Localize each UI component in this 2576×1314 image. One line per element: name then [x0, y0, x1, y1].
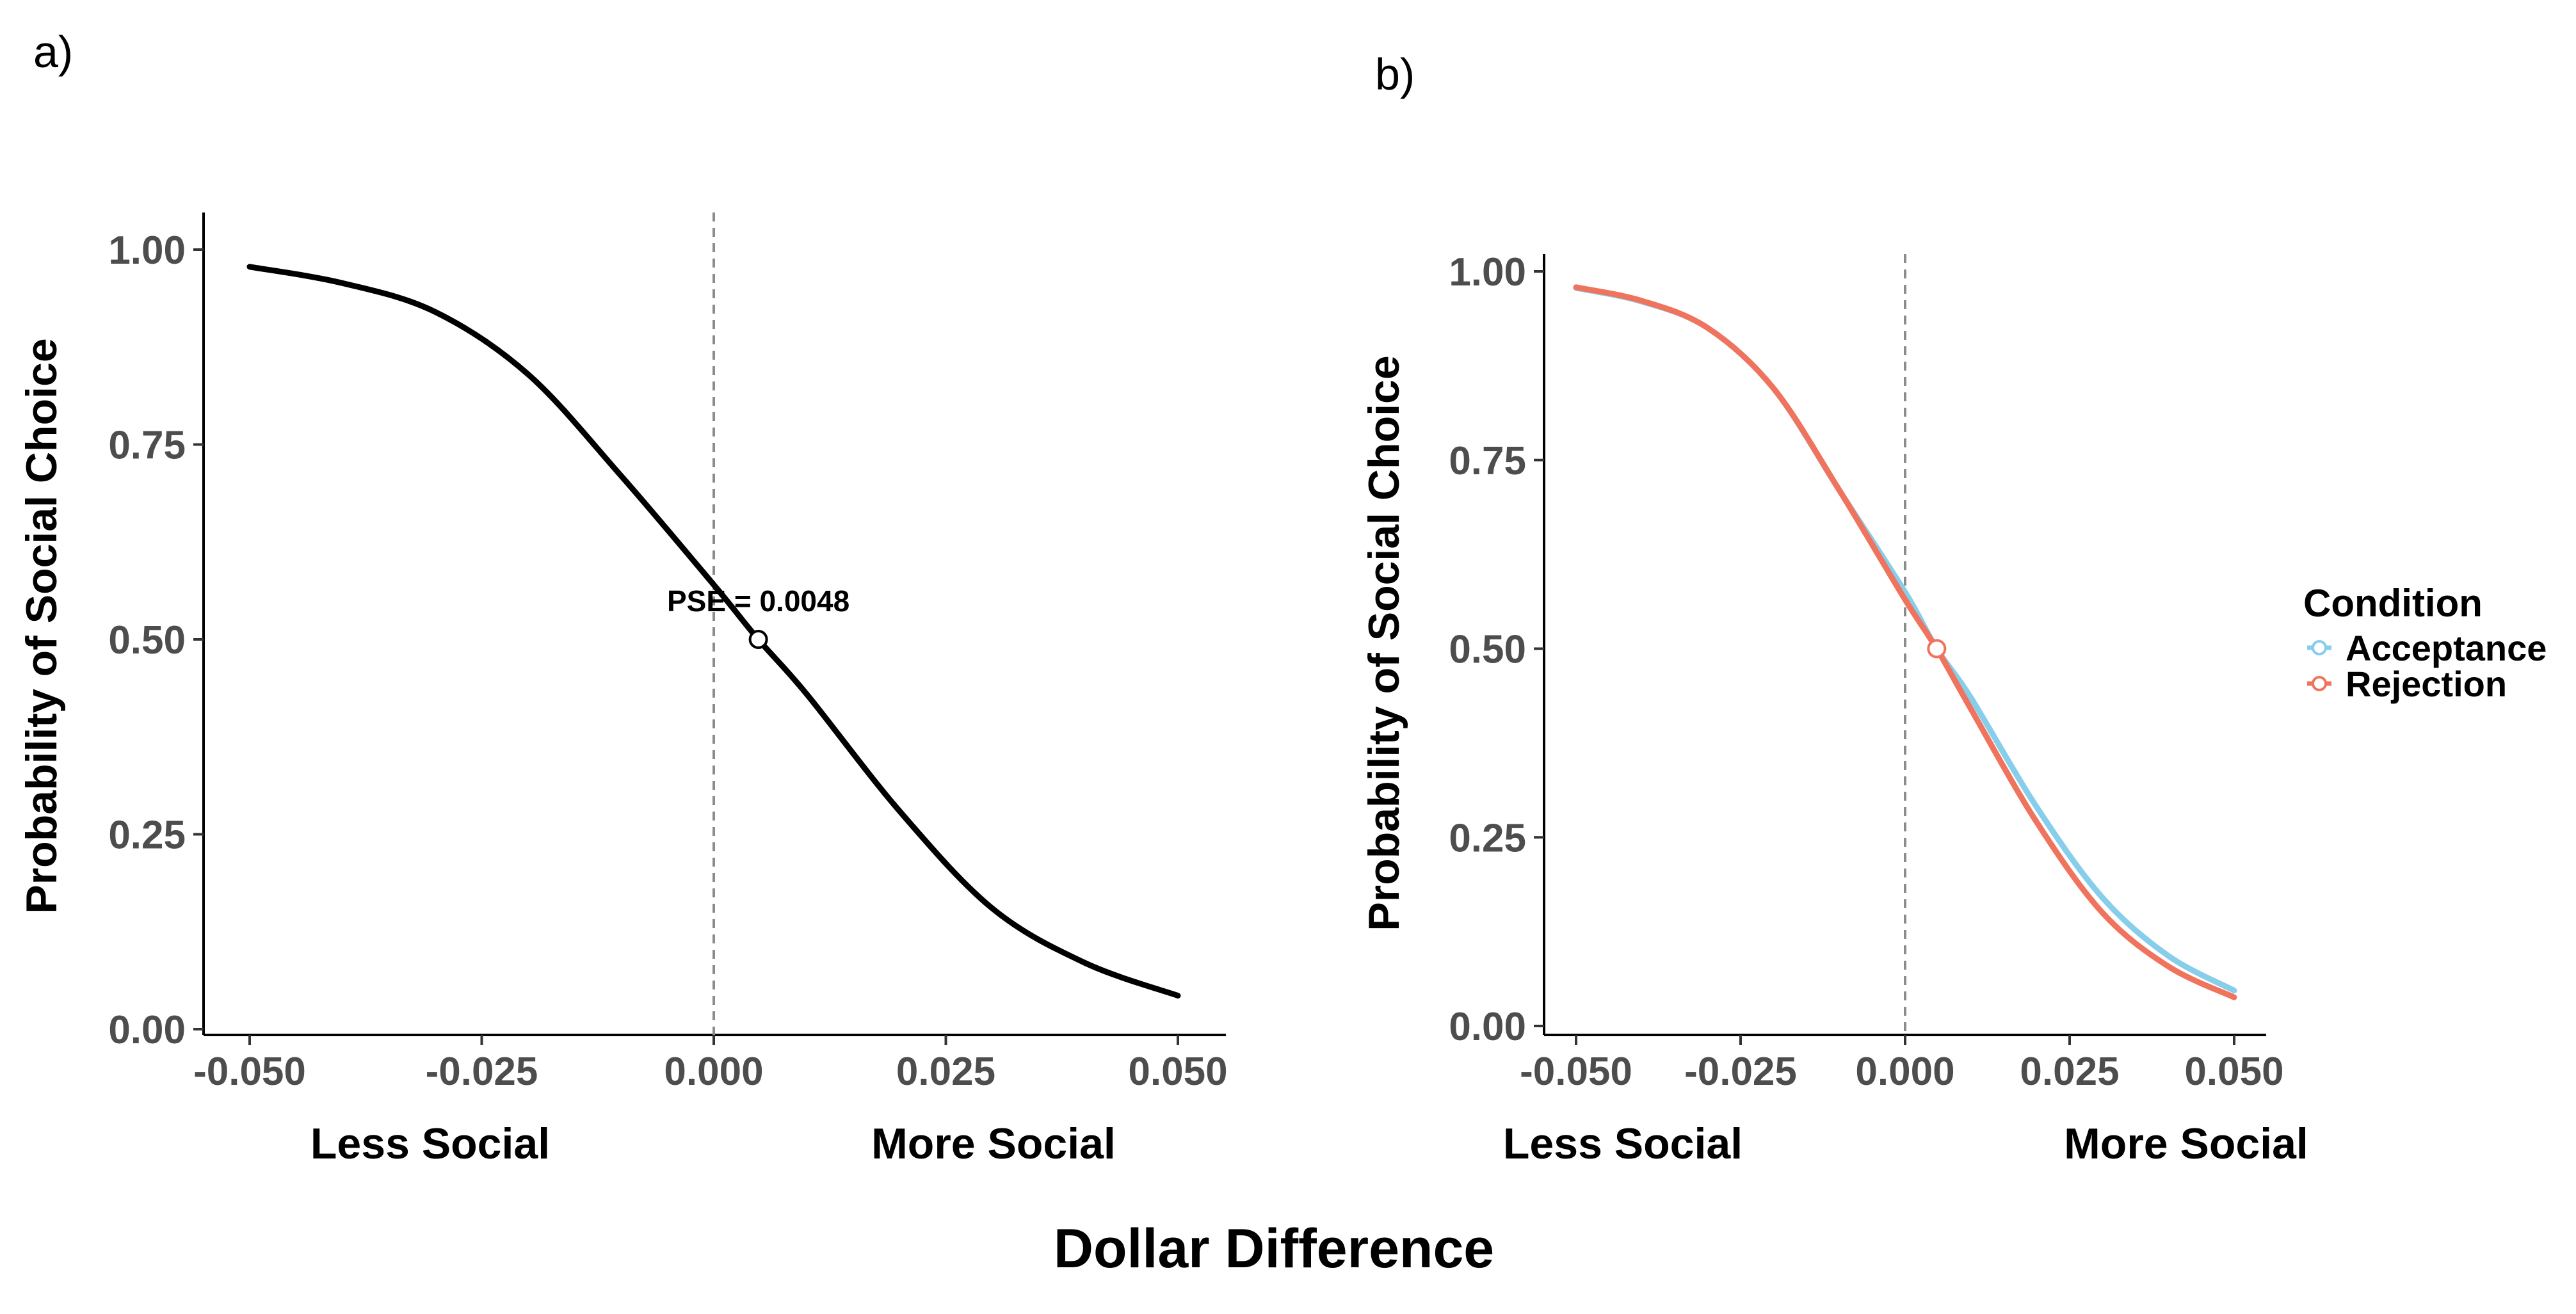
- legend: Condition Acceptance Rejection: [2303, 582, 2547, 704]
- legend-key-point-rejection: [2312, 676, 2327, 691]
- legend-title: Condition: [2303, 582, 2483, 625]
- panel-b-x-tick-label: -0.025: [1684, 1050, 1797, 1094]
- legend-item-rejection: Rejection: [2307, 664, 2507, 704]
- panel-a-x-tick-label: -0.025: [426, 1050, 538, 1094]
- panel-b-y-tick-label: 1.00: [1449, 250, 1526, 294]
- figure-xlabel: Dollar Difference: [1054, 1218, 1494, 1279]
- panel-a-series-line: [246, 264, 1181, 999]
- panel-a-ylabel: Probability of Social Choice: [17, 338, 66, 913]
- panel-a-region-less-social: Less Social: [310, 1119, 550, 1168]
- panel-b-region-more-social: More Social: [2064, 1119, 2308, 1168]
- panel-b-x-tick-label: 0.000: [1855, 1050, 1954, 1094]
- panel-b-region-less-social: Less Social: [1503, 1119, 1743, 1168]
- panel-a-region-more-social: More Social: [871, 1119, 1116, 1168]
- panel-b-y-tick-label: 0.00: [1449, 1005, 1526, 1049]
- panel-a-y-tick-label: 0.00: [108, 1008, 186, 1052]
- panel-a-y-tick-label: 1.00: [108, 228, 186, 273]
- panel-a-x-tick-label: 0.025: [896, 1050, 995, 1094]
- panel-a-x-tick-label: -0.050: [193, 1050, 306, 1094]
- panel-b-series-line-rejection: [1573, 284, 2237, 1000]
- panel-a-pse-annotation: PSE = 0.0048: [667, 584, 849, 618]
- panel-b-label: b): [1375, 49, 1415, 99]
- panel-b: b) Probability of Social Choice Less Soc…: [1360, 49, 2547, 1168]
- legend-label-rejection: Rejection: [2346, 664, 2507, 704]
- panel-a-y-tick-label: 0.25: [108, 813, 186, 858]
- legend-key-point-acceptance: [2312, 640, 2327, 655]
- panel-b-y-tick-label: 0.25: [1449, 816, 1526, 860]
- panel-b-x-tick-label: -0.050: [1520, 1050, 1632, 1094]
- panel-a-x-tick-label: 0.000: [664, 1050, 763, 1094]
- panel-a-pse-point: [748, 630, 768, 649]
- panel-a-y-tick-label: 0.75: [108, 424, 186, 468]
- panel-a-x-tick-label: 0.050: [1128, 1050, 1227, 1094]
- panel-b-y-tick-label: 0.50: [1449, 628, 1526, 672]
- legend-item-acceptance: Acceptance: [2307, 628, 2547, 668]
- panel-a-label: a): [33, 27, 73, 77]
- legend-label-acceptance: Acceptance: [2346, 628, 2547, 668]
- panel-b-y-tick-label: 0.75: [1449, 439, 1526, 483]
- panel-b-x-tick-label: 0.025: [2020, 1050, 2119, 1094]
- panel-b-ylabel: Probability of Social Choice: [1360, 355, 1408, 931]
- panel-b-pse-point: [1927, 639, 1947, 659]
- panel-b-x-tick-label: 0.050: [2184, 1050, 2283, 1094]
- panel-a-y-tick-label: 0.50: [108, 618, 186, 662]
- panel-a: a) Probability of Social Choice Less Soc…: [17, 27, 1228, 1168]
